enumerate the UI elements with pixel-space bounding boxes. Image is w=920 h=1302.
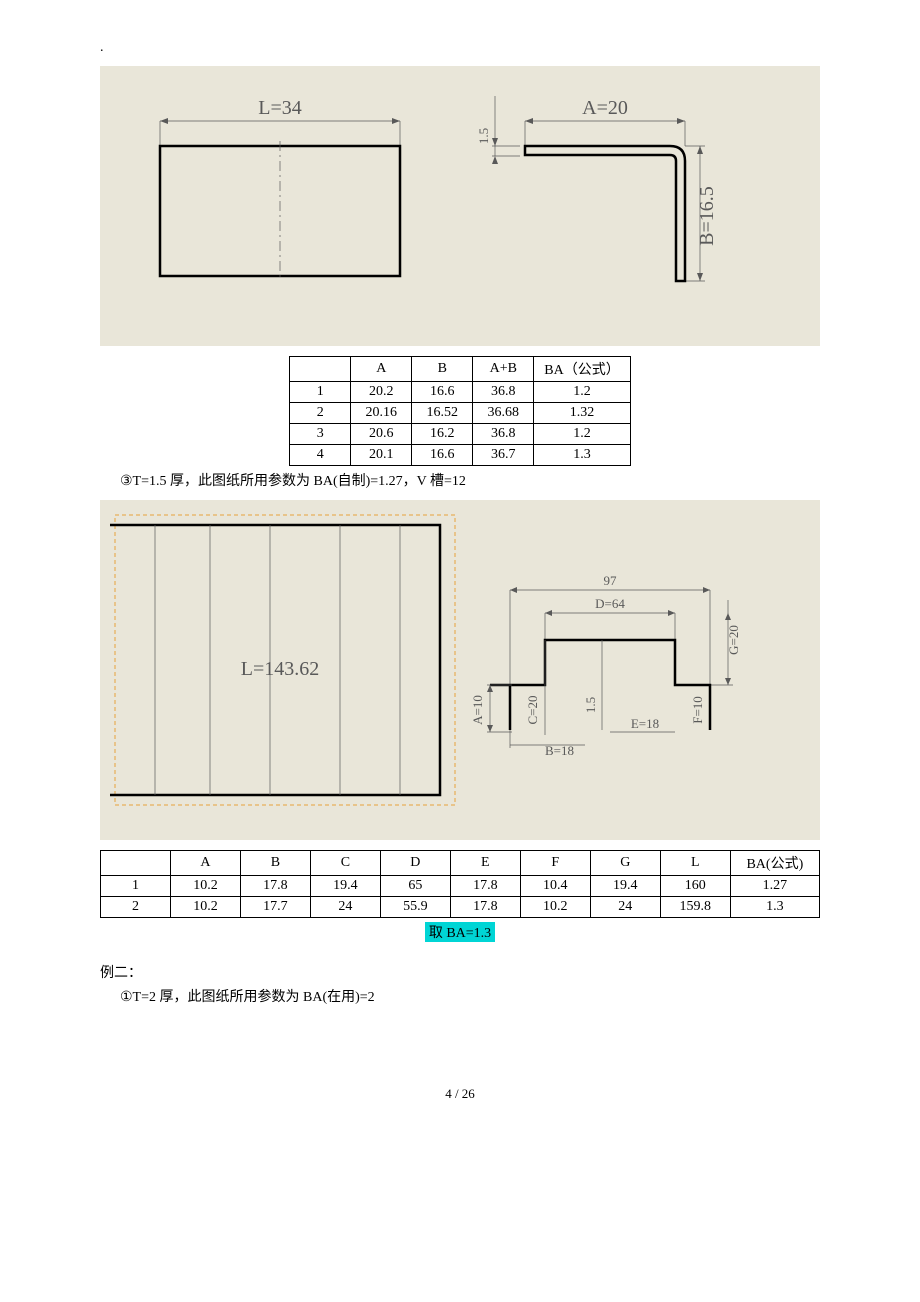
- table-row: 210.217.72455.917.810.224159.81.3: [101, 897, 820, 918]
- table-row: 120.216.636.81.2: [290, 382, 630, 403]
- cell: 20.16: [351, 403, 412, 424]
- col-header: B: [240, 851, 310, 876]
- cell: 2: [290, 403, 351, 424]
- dim-F: F=10: [690, 696, 705, 724]
- col-header: BA（公式）: [534, 357, 630, 382]
- col-header: B: [412, 357, 473, 382]
- col-header: [290, 357, 351, 382]
- cell: 16.6: [412, 382, 473, 403]
- col-header: E: [450, 851, 520, 876]
- table-row: 420.116.636.71.3: [290, 445, 630, 466]
- cell: 20.2: [351, 382, 412, 403]
- cell: 1: [101, 876, 171, 897]
- cell: 65: [380, 876, 450, 897]
- dim-A: A=20: [582, 97, 628, 119]
- cell: 2: [101, 897, 171, 918]
- dim-D: D=64: [595, 596, 625, 611]
- col-header: A+B: [473, 357, 534, 382]
- cell: 1.32: [534, 403, 630, 424]
- col-header: A: [170, 851, 240, 876]
- diagram1-container: L=34 1.5 A=20 B=16.5: [100, 66, 820, 346]
- ba-note-wrap: 取 BA=1.3: [100, 922, 820, 942]
- dim-L2: L=143.62: [241, 658, 320, 680]
- cell: 1.3: [730, 897, 819, 918]
- cell: 19.4: [310, 876, 380, 897]
- example2-title: 例二：: [100, 962, 820, 982]
- dim-t2: 1.5: [583, 697, 598, 713]
- cell: 160: [660, 876, 730, 897]
- col-header: L: [660, 851, 730, 876]
- col-header: C: [310, 851, 380, 876]
- col-header: [101, 851, 171, 876]
- cell: 17.7: [240, 897, 310, 918]
- cell: 159.8: [660, 897, 730, 918]
- dim-t: 1.5: [476, 128, 491, 144]
- cell: 36.8: [473, 424, 534, 445]
- cell: 10.2: [520, 897, 590, 918]
- col-header: G: [590, 851, 660, 876]
- table-row: 110.217.819.46517.810.419.41601.27: [101, 876, 820, 897]
- cell: 20.6: [351, 424, 412, 445]
- col-header: D: [380, 851, 450, 876]
- dim-L: L=34: [258, 97, 302, 119]
- cell: 17.8: [240, 876, 310, 897]
- cell: 10.2: [170, 876, 240, 897]
- cell: 55.9: [380, 897, 450, 918]
- cell: 4: [290, 445, 351, 466]
- table-row: 320.616.236.81.2: [290, 424, 630, 445]
- ba-note: 取 BA=1.3: [425, 922, 495, 942]
- cell: 20.1: [351, 445, 412, 466]
- page-dot: .: [100, 40, 820, 56]
- cell: 36.68: [473, 403, 534, 424]
- dim-A2: A=10: [470, 695, 485, 725]
- example2-line: ①T=2 厚，此图纸所用参数为 BA(在用)=2: [120, 986, 820, 1006]
- dim-97: 97: [604, 573, 618, 588]
- diagram1-svg: L=34 1.5 A=20 B=16.5: [120, 86, 740, 326]
- table2: ABCDEFGLBA(公式) 110.217.819.46517.810.419…: [100, 850, 820, 918]
- dim-C: C=20: [525, 695, 540, 724]
- cell: 36.8: [473, 382, 534, 403]
- note1: ③T=1.5 厚，此图纸所用参数为 BA(自制)=1.27，V 槽=12: [120, 470, 820, 490]
- cell: 19.4: [590, 876, 660, 897]
- cell: 24: [310, 897, 380, 918]
- dim-E: E=18: [631, 716, 659, 731]
- diagram2-container: L=143.62 97 D=64 G=20 A=10: [100, 500, 820, 840]
- cell: 17.8: [450, 876, 520, 897]
- col-header: BA(公式): [730, 851, 819, 876]
- cell: 17.8: [450, 897, 520, 918]
- cell: 1.3: [534, 445, 630, 466]
- cell: 16.6: [412, 445, 473, 466]
- cell: 10.4: [520, 876, 590, 897]
- cell: 36.7: [473, 445, 534, 466]
- cell: 16.52: [412, 403, 473, 424]
- cell: 1.27: [730, 876, 819, 897]
- page-footer: 4 / 26: [100, 1086, 820, 1102]
- cell: 16.2: [412, 424, 473, 445]
- col-header: F: [520, 851, 590, 876]
- cell: 1: [290, 382, 351, 403]
- col-header: A: [351, 357, 412, 382]
- cell: 10.2: [170, 897, 240, 918]
- cell: 1.2: [534, 382, 630, 403]
- table-row: 220.1616.5236.681.32: [290, 403, 630, 424]
- diagram2-svg: L=143.62 97 D=64 G=20 A=10: [110, 510, 770, 820]
- table1: ABA+BBA（公式） 120.216.636.81.2220.1616.523…: [289, 356, 630, 466]
- cell: 3: [290, 424, 351, 445]
- cell: 1.2: [534, 424, 630, 445]
- dim-B: B=16.5: [696, 186, 718, 246]
- cell: 24: [590, 897, 660, 918]
